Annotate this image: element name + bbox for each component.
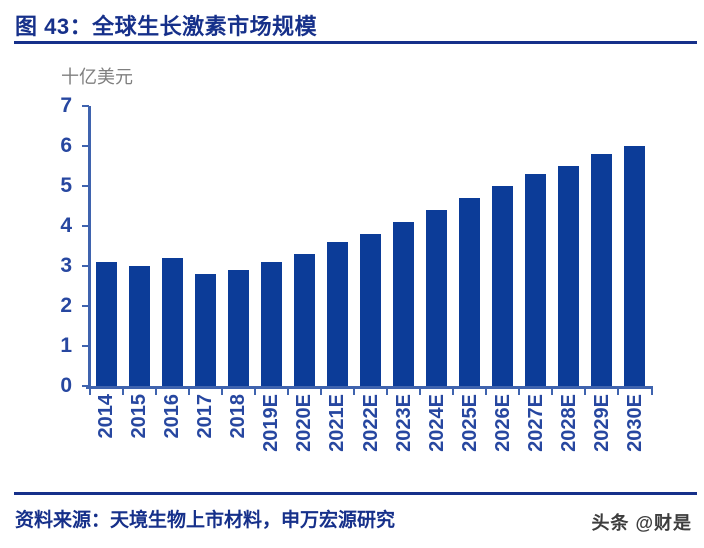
x-axis-tick xyxy=(319,389,322,395)
bar-2014 xyxy=(95,262,117,386)
x-axis-category-label: 2016 xyxy=(161,394,184,439)
x-axis-category-label: 2018 xyxy=(227,394,250,439)
bar-2030E xyxy=(624,146,646,386)
x-axis-tick xyxy=(154,389,157,395)
bar-2015 xyxy=(128,266,150,386)
x-axis-category-label: 2023E xyxy=(392,394,415,452)
x-axis-tick xyxy=(286,389,289,395)
x-axis-category-label: 2028E xyxy=(557,394,580,452)
x-axis-category-label: 2022E xyxy=(359,394,382,452)
x-axis-category-label: 2024E xyxy=(425,394,448,452)
x-axis-category-label: 2017 xyxy=(194,394,217,439)
x-axis-category-label: 2030E xyxy=(623,394,646,452)
bar-2029E xyxy=(591,154,613,386)
y-axis-tick xyxy=(81,185,89,187)
x-axis-tick xyxy=(551,389,554,395)
y-axis-tick-label: 3 xyxy=(60,254,72,277)
y-axis-tick-label: 6 xyxy=(60,134,72,157)
x-axis-tick xyxy=(419,389,422,395)
y-axis-unit-label: 十亿美元 xyxy=(61,67,133,87)
bar-2023E xyxy=(393,222,415,386)
footer-divider xyxy=(14,492,697,495)
bar-2022E xyxy=(360,234,381,386)
x-axis-tick xyxy=(352,389,355,395)
x-axis-category-label: 2014 xyxy=(95,394,118,439)
bar-2021E xyxy=(326,242,348,386)
bar-2019E xyxy=(260,262,282,386)
y-axis-tick-label: 5 xyxy=(60,174,72,197)
y-axis-line xyxy=(88,106,91,389)
bar-2027E xyxy=(525,174,547,386)
y-axis-tick-label: 7 xyxy=(60,94,72,117)
x-axis-tick xyxy=(650,389,653,395)
bar-2024E xyxy=(426,210,448,386)
figure-title: 图 43：全球生长激素市场规模 xyxy=(15,14,318,39)
bar-2016 xyxy=(161,258,183,386)
y-axis-tick xyxy=(81,145,89,147)
bar-2018 xyxy=(227,270,249,386)
y-axis-tick xyxy=(81,385,89,387)
y-axis-tick xyxy=(81,345,89,347)
bar-2025E xyxy=(459,198,481,386)
title-underline xyxy=(14,41,697,44)
y-axis-tick xyxy=(81,305,89,307)
x-axis-tick xyxy=(518,389,521,395)
x-axis-tick xyxy=(584,389,587,395)
source-attribution: 资料来源：天境生物上市材料，申万宏源研究 xyxy=(15,510,396,531)
x-axis-tick xyxy=(220,389,223,395)
y-axis-tick-label: 4 xyxy=(60,214,72,237)
x-axis-category-label: 2020E xyxy=(293,394,316,452)
y-axis-tick xyxy=(81,105,89,107)
bar-2020E xyxy=(293,254,315,386)
y-axis-tick xyxy=(81,265,89,267)
x-axis-category-label: 2019E xyxy=(260,394,283,452)
y-axis-tick xyxy=(81,225,89,227)
bar-2026E xyxy=(492,186,514,386)
x-axis-category-label: 2025E xyxy=(458,394,481,452)
bar-2028E xyxy=(558,166,580,386)
y-axis-tick-label: 1 xyxy=(60,334,72,357)
x-axis-tick xyxy=(386,389,389,395)
x-axis-tick xyxy=(617,389,620,395)
x-axis-category-label: 2026E xyxy=(491,394,514,452)
x-axis-category-label: 2029E xyxy=(590,394,613,452)
y-axis-tick-label: 2 xyxy=(60,294,72,317)
x-axis-tick xyxy=(88,389,91,395)
y-axis-tick-label: 0 xyxy=(60,374,72,397)
x-axis-tick xyxy=(485,389,488,395)
x-axis-tick xyxy=(121,389,124,395)
bar-2017 xyxy=(194,274,216,386)
x-axis-tick xyxy=(452,389,455,395)
x-axis-category-label: 2015 xyxy=(128,394,151,439)
x-axis-category-label: 2021E xyxy=(326,394,349,452)
x-axis-category-label: 2027E xyxy=(524,394,547,452)
x-axis-tick xyxy=(187,389,190,395)
watermark-label: 头条 @财是 xyxy=(591,513,692,533)
x-axis-tick xyxy=(253,389,256,395)
x-axis-line xyxy=(86,386,653,389)
